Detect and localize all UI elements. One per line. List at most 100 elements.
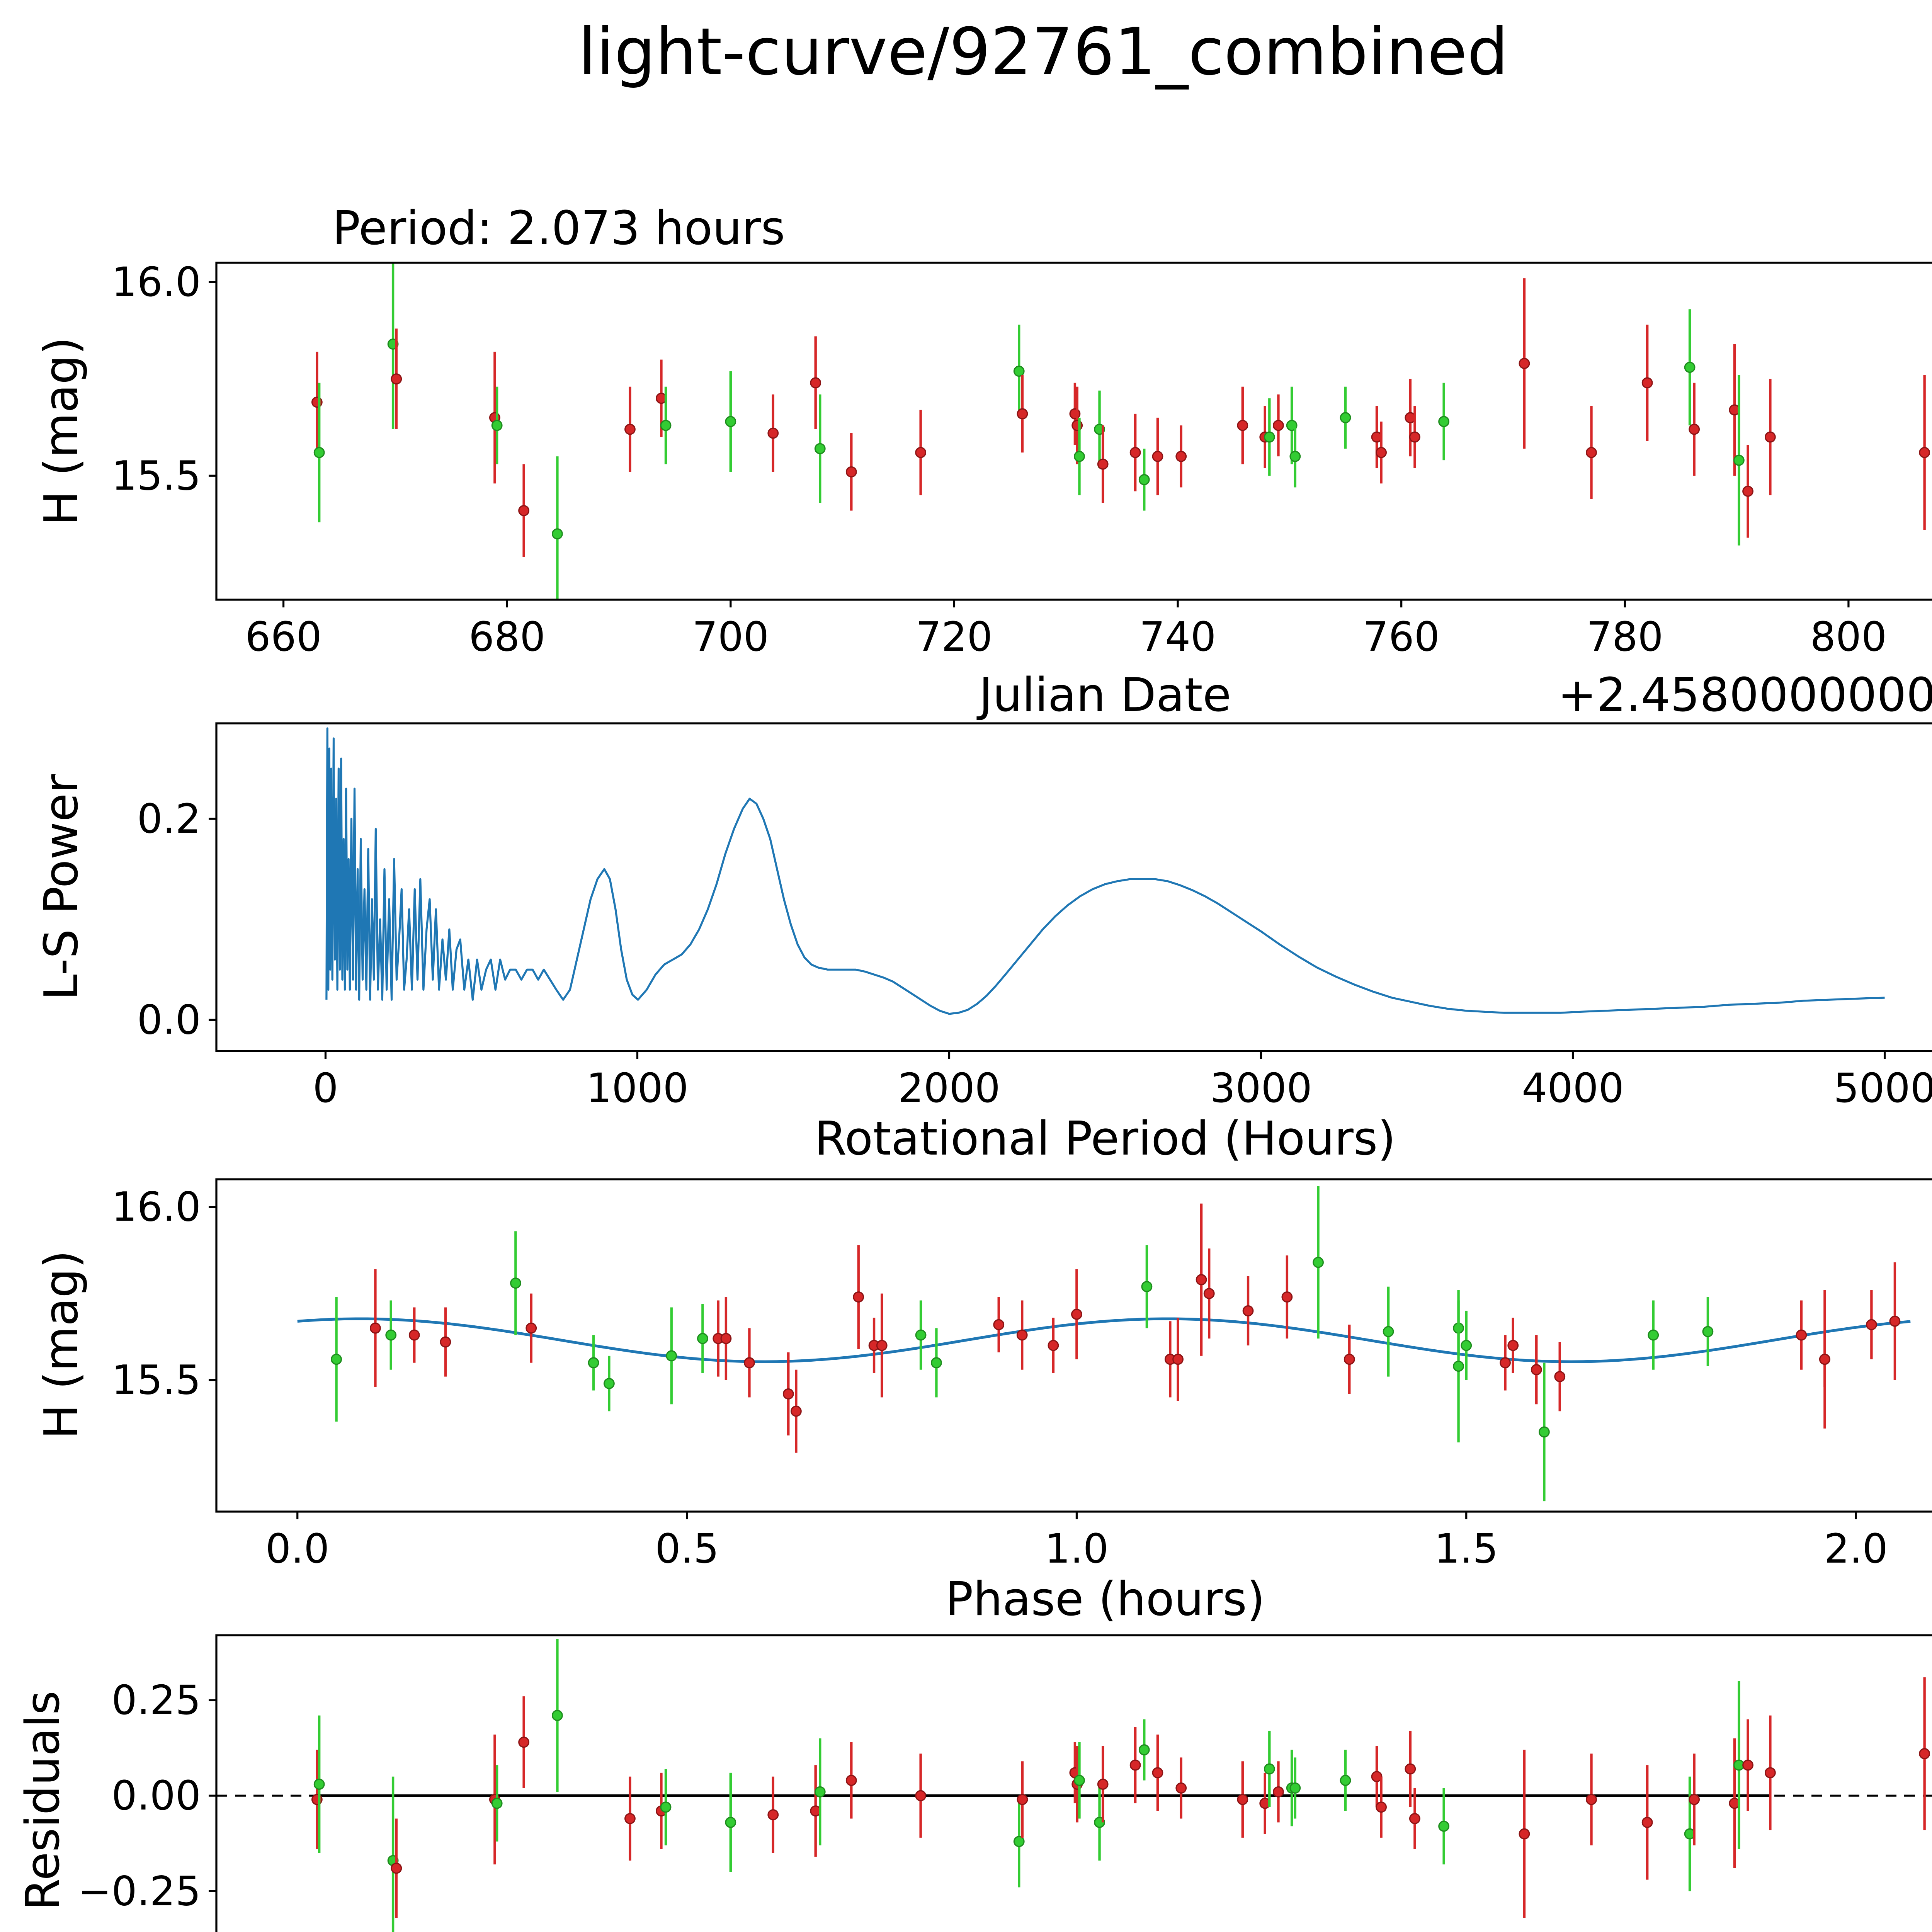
phase-fit-curve xyxy=(297,1317,1911,1363)
x-tick-label: 680 xyxy=(469,613,546,660)
data-point xyxy=(1129,447,1141,458)
periodogram-curve xyxy=(325,727,1885,1015)
data-point xyxy=(1281,1291,1293,1303)
data-point xyxy=(1097,1779,1109,1790)
data-point xyxy=(624,423,636,435)
y-tick-label: 0.2 xyxy=(137,795,201,842)
data-point xyxy=(1742,1759,1753,1771)
data-point xyxy=(551,1710,563,1721)
data-point xyxy=(725,1816,736,1828)
data-point xyxy=(814,443,826,454)
xlabel-lightcurve: Julian Date xyxy=(976,668,1231,722)
data-point xyxy=(1409,431,1420,443)
data-point xyxy=(1684,362,1696,373)
data-point xyxy=(782,1388,794,1400)
panel-phase: 0.0 0.5 1.0 1.5 2.0 15.5 16.0 H (mag) Phase (h… xyxy=(35,1178,1932,1626)
data-point xyxy=(1175,451,1187,462)
data-point xyxy=(915,1790,927,1801)
data-point xyxy=(845,466,857,478)
x-tick-label: 780 xyxy=(1587,613,1663,660)
x-tick-label: 0.5 xyxy=(655,1525,719,1572)
data-point xyxy=(1409,1813,1420,1824)
data-point xyxy=(1554,1371,1566,1383)
ylabel-residuals: Residuals xyxy=(16,1690,70,1910)
data-point xyxy=(1237,1794,1248,1805)
data-point xyxy=(790,1405,802,1417)
data-point xyxy=(1586,1794,1597,1805)
data-point xyxy=(313,1779,325,1790)
data-point xyxy=(915,1329,927,1341)
data-point xyxy=(1376,1801,1387,1813)
data-point xyxy=(930,1357,942,1369)
plot-area-lightcurve xyxy=(311,263,1930,600)
data-point xyxy=(720,1333,732,1344)
ylabel-phase: H (mag) xyxy=(35,1250,88,1439)
x-tick-label: 0.0 xyxy=(265,1525,329,1572)
data-point xyxy=(853,1291,864,1303)
data-point xyxy=(915,447,927,458)
x-tick-label: 740 xyxy=(1139,613,1216,660)
data-point xyxy=(1013,1836,1025,1847)
plot-area-residuals xyxy=(216,1639,1932,1932)
x-tick-label: 1000 xyxy=(586,1065,689,1112)
data-point xyxy=(1919,1748,1930,1759)
data-point xyxy=(1097,458,1109,470)
data-point xyxy=(1689,1794,1700,1805)
data-point xyxy=(993,1319,1005,1330)
data-point xyxy=(1648,1329,1659,1341)
ylabel-lightcurve: H (mag) xyxy=(35,337,88,526)
data-point xyxy=(1461,1340,1472,1351)
xlabel-periodogram: Rotational Period (Hours) xyxy=(815,1112,1396,1166)
data-point xyxy=(1500,1357,1511,1369)
data-point xyxy=(666,1350,677,1362)
data-point xyxy=(1453,1361,1464,1372)
data-point xyxy=(1152,1767,1163,1779)
data-point xyxy=(1641,377,1653,389)
data-point xyxy=(1819,1354,1830,1365)
ylabel-periodogram: L-S Power xyxy=(35,774,88,1000)
data-point xyxy=(1152,451,1163,462)
panel-lightcurve: Period: 2.073 hours 660 680 700 720 740 760 78… xyxy=(35,202,1932,722)
data-point xyxy=(551,528,563,540)
data-point xyxy=(518,1736,529,1748)
data-point xyxy=(1273,420,1284,431)
y-tick-label: 15.5 xyxy=(111,1357,201,1404)
data-point xyxy=(369,1322,381,1334)
data-point xyxy=(1289,451,1301,462)
x-offset-lightcurve: +2.4580000000e6 xyxy=(1558,668,1932,722)
data-point xyxy=(1507,1340,1519,1351)
axes-frame xyxy=(215,1634,1932,1932)
data-point xyxy=(743,1357,755,1369)
data-point xyxy=(1264,431,1275,443)
data-point xyxy=(313,447,325,458)
data-point xyxy=(1013,366,1025,377)
axes-frame xyxy=(215,1178,1932,1513)
x-tick-label: 660 xyxy=(245,613,322,660)
data-point xyxy=(697,1333,708,1344)
data-point xyxy=(1196,1274,1207,1286)
data-point xyxy=(391,373,402,385)
y-tick-label: 0.0 xyxy=(137,996,201,1043)
x-tick-label: 760 xyxy=(1363,613,1440,660)
data-point xyxy=(588,1357,599,1369)
data-point xyxy=(1138,1744,1150,1755)
data-point xyxy=(1733,454,1745,466)
data-point xyxy=(526,1322,537,1334)
data-point xyxy=(1702,1326,1714,1337)
data-point xyxy=(1016,1329,1028,1341)
data-point xyxy=(1796,1329,1807,1341)
y-tick-label: −0.25 xyxy=(78,1867,201,1915)
data-point xyxy=(1340,412,1351,423)
data-point xyxy=(1344,1354,1355,1365)
data-point xyxy=(1438,416,1450,427)
data-point xyxy=(810,377,821,389)
y-tick-label: 15.5 xyxy=(111,452,201,499)
data-point xyxy=(1340,1775,1351,1786)
data-point xyxy=(1203,1288,1215,1299)
data-point xyxy=(1175,1782,1187,1794)
panel-periodogram: 0 1000 2000 3000 4000 5000 0.0 0.2 L-S Power Ro… xyxy=(35,722,1932,1166)
data-point xyxy=(391,1862,402,1874)
x-tick-label: 1.0 xyxy=(1045,1525,1109,1572)
data-point xyxy=(603,1378,615,1389)
data-point xyxy=(1071,1308,1082,1320)
